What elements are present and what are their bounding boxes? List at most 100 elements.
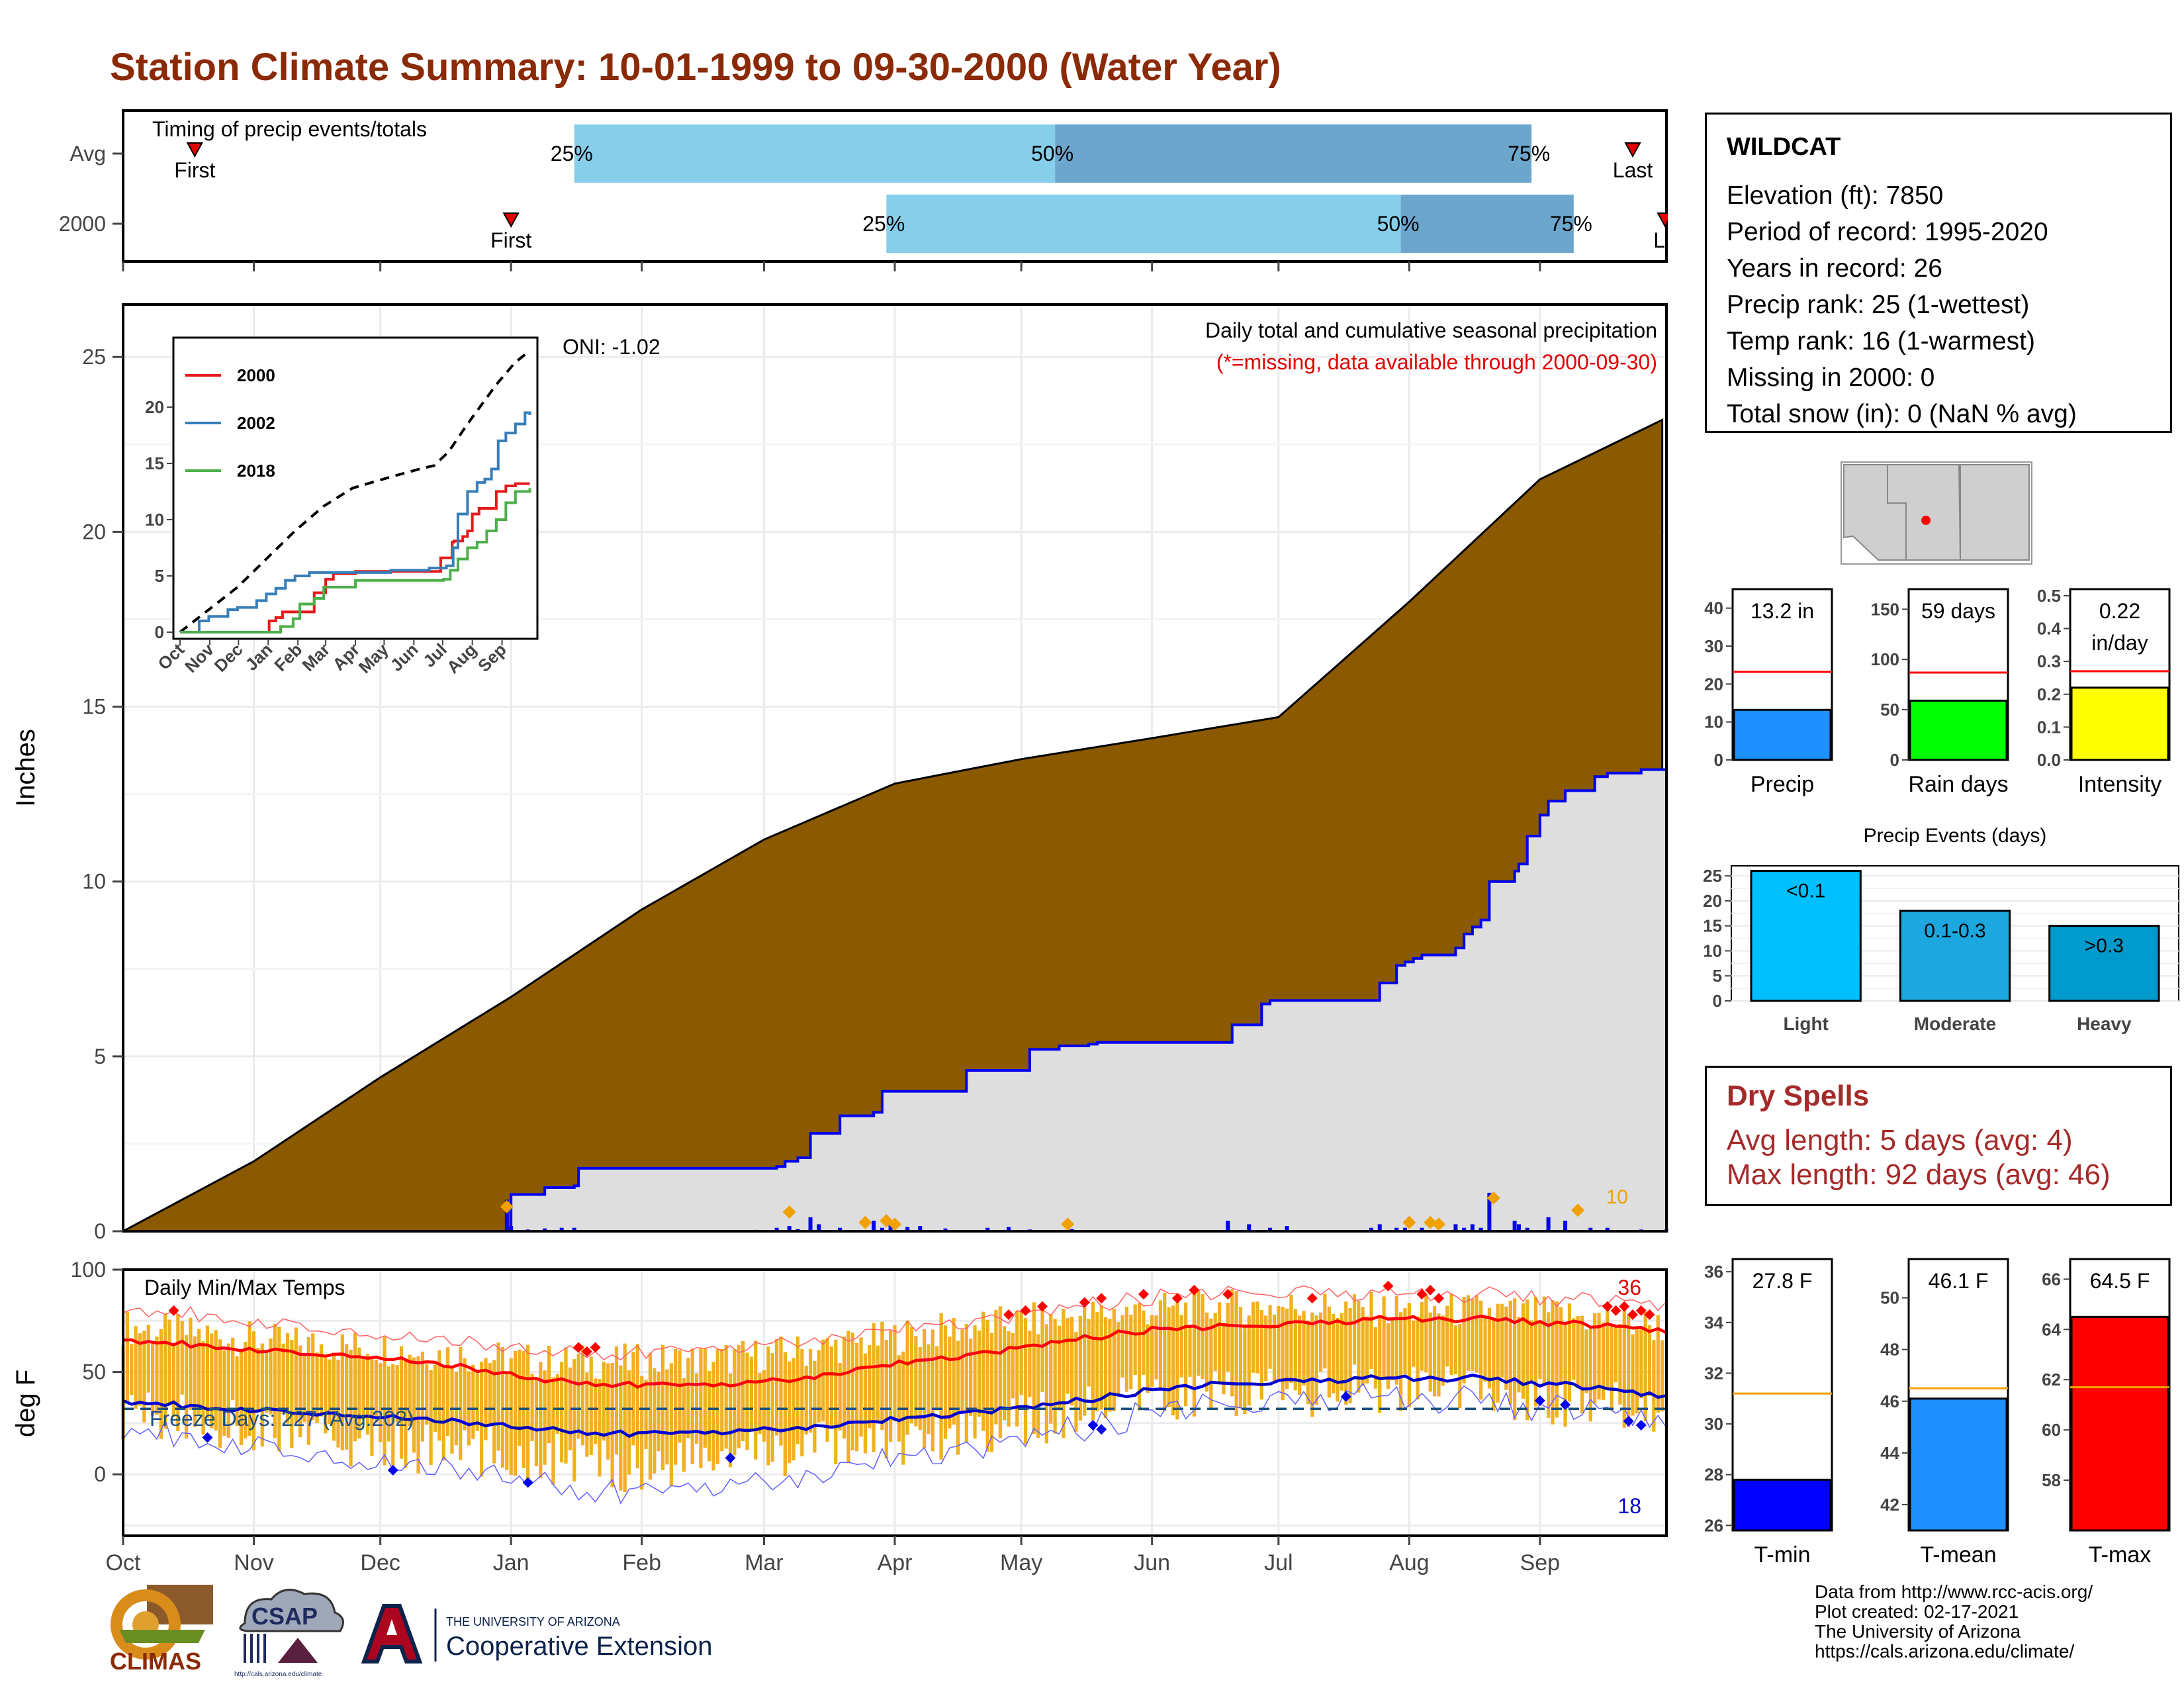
timing-first-marker	[186, 142, 204, 158]
daily-temp-bar	[265, 1352, 269, 1413]
daily-temp-bar	[446, 1347, 450, 1436]
daily-temp-bar	[1369, 1291, 1373, 1370]
daily-temp-bar	[459, 1346, 463, 1460]
daily-precip-bar	[872, 1221, 876, 1231]
dry-spells-max: Max length: 92 days (avg: 46)	[1727, 1158, 2111, 1191]
ua-logo-line1: THE UNIVERSITY OF ARIZONA	[446, 1615, 620, 1628]
daily-temp-bar	[868, 1345, 872, 1429]
daily-precip-bar	[985, 1227, 990, 1231]
inset-series-2002	[180, 411, 531, 633]
daily-temp-bar	[1074, 1332, 1078, 1432]
daily-temp-bar	[171, 1343, 176, 1417]
daily-temp-bar	[142, 1331, 146, 1423]
daily-temp-bar	[1318, 1312, 1323, 1372]
tmin-record-marker	[1560, 1399, 1571, 1411]
daily-temp-bar	[543, 1370, 547, 1465]
daily-temp-bar	[205, 1325, 210, 1419]
daily-precip-bar	[1226, 1221, 1230, 1231]
daily-temp-bar	[1087, 1319, 1091, 1387]
daily-temp-bar	[1044, 1324, 1048, 1444]
daily-temp-bar	[328, 1359, 332, 1425]
daily-temp-bar	[1398, 1312, 1403, 1411]
daily-temp-bar	[1281, 1307, 1285, 1401]
daily-temp-bar	[560, 1362, 564, 1463]
daily-temp-bar	[733, 1349, 737, 1456]
precip-highlight-marker	[858, 1215, 872, 1229]
tmin-bar-ytick-label: 32	[1704, 1363, 1723, 1383]
daily-temp-bar	[1365, 1316, 1369, 1384]
daily-temp-bar	[594, 1378, 598, 1444]
daily-temp-bar	[585, 1372, 589, 1457]
daily-temp-bar	[998, 1306, 1002, 1438]
daily-temp-bar	[707, 1371, 711, 1462]
daily-temp-bar	[914, 1336, 918, 1427]
timing-clip	[1668, 106, 1694, 268]
daily-temp-bar	[876, 1345, 880, 1421]
tmin-record-marker	[522, 1477, 533, 1488]
events-category-label: Heavy	[2077, 1013, 2132, 1034]
daily-precip-bar	[1516, 1224, 1521, 1231]
daily-temp-bar	[783, 1352, 787, 1477]
timing-quartile-low	[886, 195, 1401, 253]
daily-temp-bar	[1103, 1317, 1108, 1419]
daily-temp-bar	[235, 1356, 239, 1426]
month-tick-label: Dec	[360, 1550, 400, 1575]
daily-temp-bar	[829, 1346, 834, 1429]
daily-temp-bar	[244, 1341, 248, 1438]
precip-ytick-label: 0	[94, 1219, 106, 1243]
daily-temp-bar	[774, 1338, 779, 1436]
tmax-record-marker	[1635, 1305, 1647, 1316]
climas-logo: CLIMAS	[110, 1585, 213, 1675]
daily-temp-bar	[1588, 1328, 1592, 1422]
daily-precip-bar	[1402, 1227, 1407, 1231]
daily-temp-bar	[715, 1349, 719, 1464]
tmax-record-marker	[1096, 1293, 1107, 1304]
daily-temp-bar	[644, 1380, 648, 1450]
daily-temp-bar	[1551, 1300, 1555, 1425]
daily-temp-bar	[374, 1359, 378, 1423]
daily-temp-bar	[1277, 1305, 1281, 1381]
daily-temp-bar	[1209, 1318, 1213, 1409]
daily-temp-bar	[686, 1358, 690, 1438]
daily-temp-bar	[1352, 1294, 1357, 1365]
dry-spells-avg: Avg length: 5 days (avg: 4)	[1727, 1124, 2073, 1156]
daily-temp-bar	[1310, 1312, 1314, 1417]
daily-temp-bar	[479, 1362, 484, 1477]
timing-first-label: First	[490, 228, 531, 252]
intensity-ytick-label: 0.2	[2037, 684, 2061, 704]
daily-temp-bar	[842, 1336, 846, 1439]
daily-temp-bar	[884, 1340, 888, 1459]
daily-temp-bar	[1529, 1320, 1533, 1383]
events-ytick-label: 20	[1703, 891, 1722, 911]
daily-temp-bar	[151, 1342, 155, 1416]
daily-temp-bar	[1357, 1300, 1361, 1393]
daily-temp-bar	[1070, 1317, 1074, 1406]
intensity-value-label: 0.22	[2099, 599, 2140, 623]
precip-highlight-marker	[1424, 1215, 1437, 1229]
precip-total-ytick-label: 40	[1704, 598, 1723, 618]
daily-temp-bar	[193, 1336, 197, 1427]
precip-total-ytick-label: 0	[1714, 750, 1723, 770]
daily-temp-bar	[834, 1339, 838, 1464]
daily-precip-bar	[838, 1227, 842, 1231]
daily-precip-bar	[918, 1226, 923, 1231]
ua-logo-line2: Cooperative Extension	[446, 1632, 712, 1661]
daily-temp-bar	[1205, 1312, 1209, 1392]
tmean-bar-ytick-label: 44	[1880, 1443, 1899, 1463]
daily-temp-bar	[518, 1349, 522, 1446]
daily-temp-bar	[231, 1337, 235, 1401]
tmax-record-marker	[1610, 1305, 1621, 1316]
daily-temp-bar	[1003, 1326, 1007, 1421]
daily-temp-bar	[450, 1366, 454, 1454]
events-title: Precip Events (days)	[1864, 825, 2047, 847]
daily-temp-bar	[564, 1347, 568, 1464]
tmin-record-marker	[387, 1465, 398, 1476]
precip-total-ytick-label: 20	[1704, 674, 1723, 694]
daily-temp-bar	[1407, 1303, 1411, 1407]
daily-temp-bar	[800, 1349, 804, 1457]
daily-temp-bar	[1555, 1301, 1559, 1418]
station-name: WILDCAT	[1727, 133, 1841, 161]
precip-highlight-marker	[500, 1200, 514, 1214]
station-missing: Missing in 2000: 0	[1727, 363, 1935, 392]
daily-temp-bar	[1542, 1296, 1546, 1384]
